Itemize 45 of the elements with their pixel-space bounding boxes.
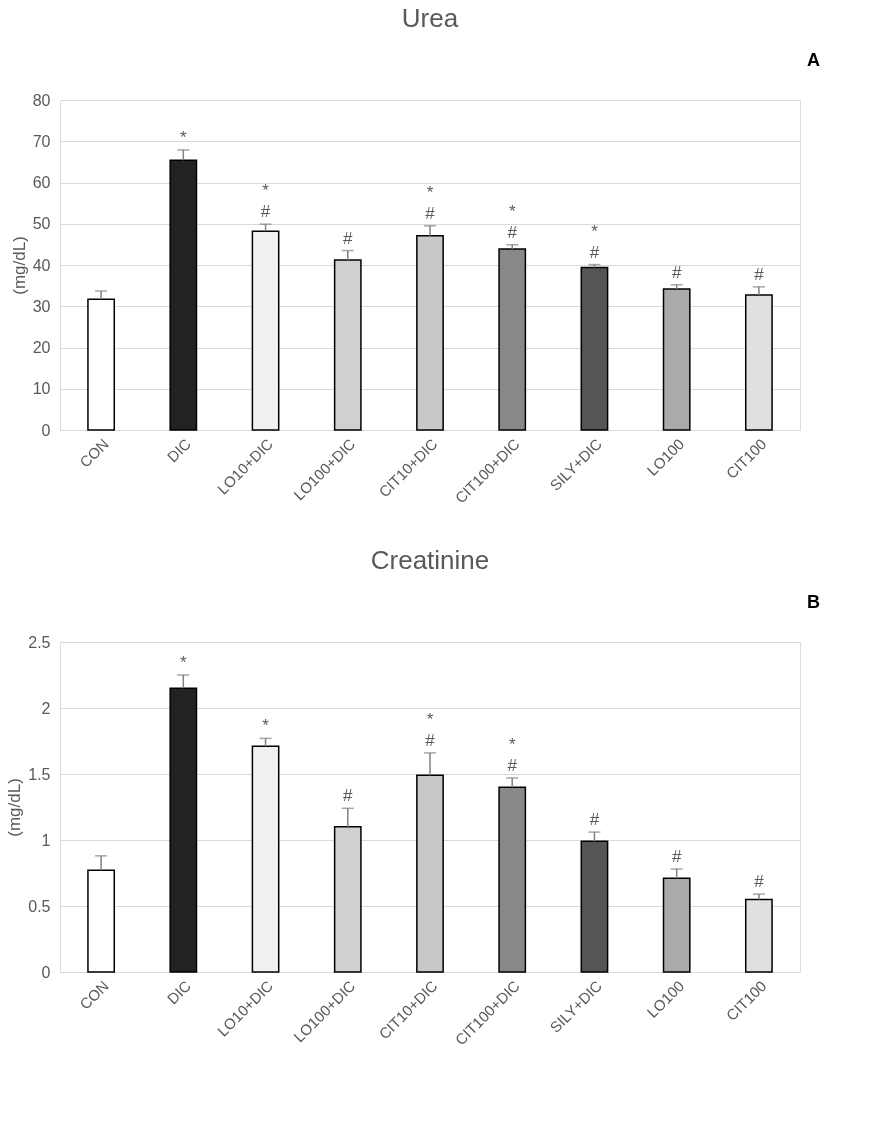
y-tick-label: 80 [32, 91, 51, 109]
annotation: # [507, 222, 518, 242]
y-tick-label: 0 [41, 421, 51, 439]
y-tick-label: 2.5 [28, 633, 51, 651]
text: A [807, 50, 820, 70]
annotation: * [262, 716, 270, 736]
y-tick-label: 30 [32, 297, 51, 315]
y-tick-label: 1 [41, 831, 51, 849]
annotation: * [508, 201, 516, 221]
annotation: # [589, 810, 600, 830]
y-tick-label: 60 [32, 174, 51, 191]
annotation: # [589, 242, 600, 262]
annotation: # [343, 228, 354, 248]
y-tick-label: 2 [41, 699, 51, 717]
annotation: # [343, 786, 354, 806]
annotation: # [671, 847, 682, 867]
annotation: * [508, 734, 516, 754]
annotation: # [507, 755, 518, 775]
y-tick-label: 20 [32, 339, 51, 356]
annotation: # [425, 730, 436, 750]
y-tick-label: 0 [41, 963, 51, 981]
annotation: # [260, 202, 271, 222]
y-tick-label: 1.5 [28, 765, 51, 783]
annotation: * [262, 181, 270, 201]
y-tick-label: 40 [32, 256, 51, 274]
y-axis-title: (mg/dL) [5, 778, 25, 837]
chart-title: Creatinine [370, 545, 490, 575]
x-tick-label: DIC [163, 434, 195, 466]
annotation: * [426, 709, 434, 729]
annotation: # [425, 203, 436, 223]
y-tick-label: 0.5 [28, 897, 51, 915]
annotation: * [591, 221, 599, 241]
chart-title: Urea [401, 3, 459, 33]
annotation: # [671, 262, 682, 282]
annotation: # [754, 264, 765, 284]
y-tick-label: 10 [32, 380, 51, 398]
annotation: * [180, 127, 188, 147]
text: B [807, 592, 820, 612]
annotation: * [180, 653, 188, 672]
x-tick-label: DIC [163, 976, 195, 1008]
y-axis-title: (mg/dL) [9, 236, 29, 295]
y-tick-label: 70 [32, 132, 51, 150]
annotation: * [426, 182, 434, 202]
annotation: # [754, 872, 765, 892]
y-tick-label: 50 [32, 215, 51, 233]
